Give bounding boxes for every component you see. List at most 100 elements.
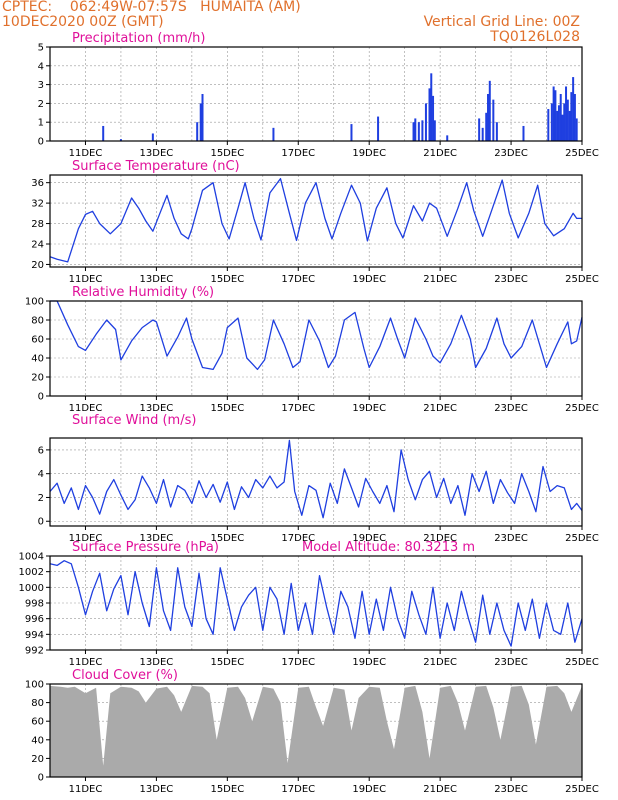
xtick-label: 17DEC [281,403,315,414]
xtick-label: 11DEC [69,148,103,159]
ytick-label: 80 [31,316,44,327]
xtick-label: 19DEC [352,657,386,668]
ytick-label: 32 [31,199,44,210]
ytick-label: 6 [38,445,44,456]
xtick-label: 17DEC [281,533,315,544]
precip-bar [572,77,575,141]
xtick-label: 21DEC [423,784,457,795]
precip-bar [478,118,481,141]
panel-frame [49,683,583,778]
panel-wind: 0 2 4 6 11DEC 13DEC 15DEC 17DEC 19DEC 21DEC 23DEC 2… [38,413,599,544]
precip-bar [552,86,555,141]
ytick-label: 1000 [19,583,44,594]
xtick-label: 15DEC [210,403,244,414]
xtick-label: 13DEC [140,274,174,285]
xtick-label: 11DEC [69,657,103,668]
xtick-label: 19DEC [352,148,386,159]
rh-line [50,300,583,371]
ytick-label: 0 [38,137,44,148]
panel-cloud: 0 20 40 60 80 100 11DEC 13DEC 15DEC 17DEC 19DEC 21D… [25,668,599,795]
precip-bar [377,116,380,141]
precip-bar [550,103,553,141]
ytick-label: 4 [38,469,44,480]
xtick-label: 25DEC [565,148,599,159]
ytick-label: 0 [38,773,44,784]
panel-title: Surface Wind (m/s) [72,413,196,428]
precip-bar [272,127,275,141]
ytick-label: 0 [38,517,44,528]
precip-bar [573,94,576,141]
xtick-label: 21DEC [423,533,457,544]
xtick-label: 25DEC [565,533,599,544]
precip-bar [446,135,449,141]
precip-bar [350,124,353,141]
xtick-label: 21DEC [423,657,457,668]
precip-bar [199,103,202,141]
ytick-label: 1 [38,118,44,129]
ytick-label: 5 [38,43,44,54]
precip-bar [561,114,564,141]
xtick-label: 17DEC [281,657,315,668]
ytick-label: 100 [25,297,44,308]
precip-bar [568,110,571,141]
ytick-label: 992 [25,646,44,657]
xtick-label: 15DEC [210,657,244,668]
panel-title: Surface Temperature (nC) [72,159,240,174]
panel-pressure: 992 994 996 998 1000 1002 1004 11DEC 13DEC 15DEC 1… [19,540,599,668]
ytick-label: 80 [31,698,44,709]
ytick-label: 28 [31,219,44,230]
xtick-label: 19DEC [352,403,386,414]
xtick-label: 11DEC [69,784,103,795]
xtick-label: 17DEC [281,784,315,795]
xtick-label: 13DEC [140,148,174,159]
precip-bar [547,109,550,141]
ytick-label: 0 [38,392,44,403]
xtick-label: 19DEC [352,533,386,544]
xtick-label: 13DEC [140,657,174,668]
panel-precip: 0 1 2 3 4 5 11DEC 13DEC 15DEC 17DEC 19DEC 21DEC 23DE… [38,31,599,159]
ytick-label: 20 [31,373,44,384]
xtick-label: 15DEC [210,148,244,159]
precip-bar [432,95,435,141]
precip-bar [196,122,199,141]
precip-bar [481,127,484,141]
precip-bar [412,122,415,141]
ytick-label: 40 [31,735,44,746]
xtick-label: 19DEC [352,274,386,285]
ytick-label: 36 [31,178,44,189]
ytick-label: 2 [38,99,44,110]
precip-bar [492,99,495,141]
ytick-label: 60 [31,717,44,728]
precip-bar [522,125,525,141]
header-left-line2: 10DEC2020 00Z (GMT) [2,14,164,30]
panel-rh: 0 20 40 60 80 100 11DEC 13DEC 15DEC 17DEC 19DEC 21D… [25,285,599,414]
xtick-label: 19DEC [352,784,386,795]
ytick-label: 40 [31,354,44,365]
ytick-label: 3 [38,80,44,91]
ytick-label: 100 [25,680,44,691]
ytick-label: 1004 [19,552,44,563]
panel-frame [49,46,583,142]
temp-line [49,177,582,263]
xtick-label: 11DEC [69,274,103,285]
ytick-label: 998 [25,599,44,610]
precip-bar [570,92,573,141]
xtick-label: 21DEC [423,148,457,159]
precip-bar [559,94,562,141]
xtick-label: 15DEC [210,784,244,795]
panel-temp: 20 24 28 32 36 11DEC 13DEC 15DEC 17DEC 19DEC 21DEC… [31,159,599,285]
header-left-line1: CPTEC: 062:49W-07:57S HUMAITA (AM) [2,0,301,15]
panel-title: Relative Humidity (%) [72,285,214,300]
precip-bar [556,110,559,141]
panel-title: Cloud Cover (%) [72,668,178,683]
precip-bar [421,120,424,141]
panel-annotation: Model Altitude: 80.3213 m [302,540,475,555]
precip-bar [430,73,433,141]
panel-frame [49,437,583,527]
xtick-label: 11DEC [69,403,103,414]
xtick-label: 13DEC [140,784,174,795]
precip-bar [495,122,498,141]
xtick-label: 17DEC [281,148,315,159]
precip-bar [417,122,420,141]
